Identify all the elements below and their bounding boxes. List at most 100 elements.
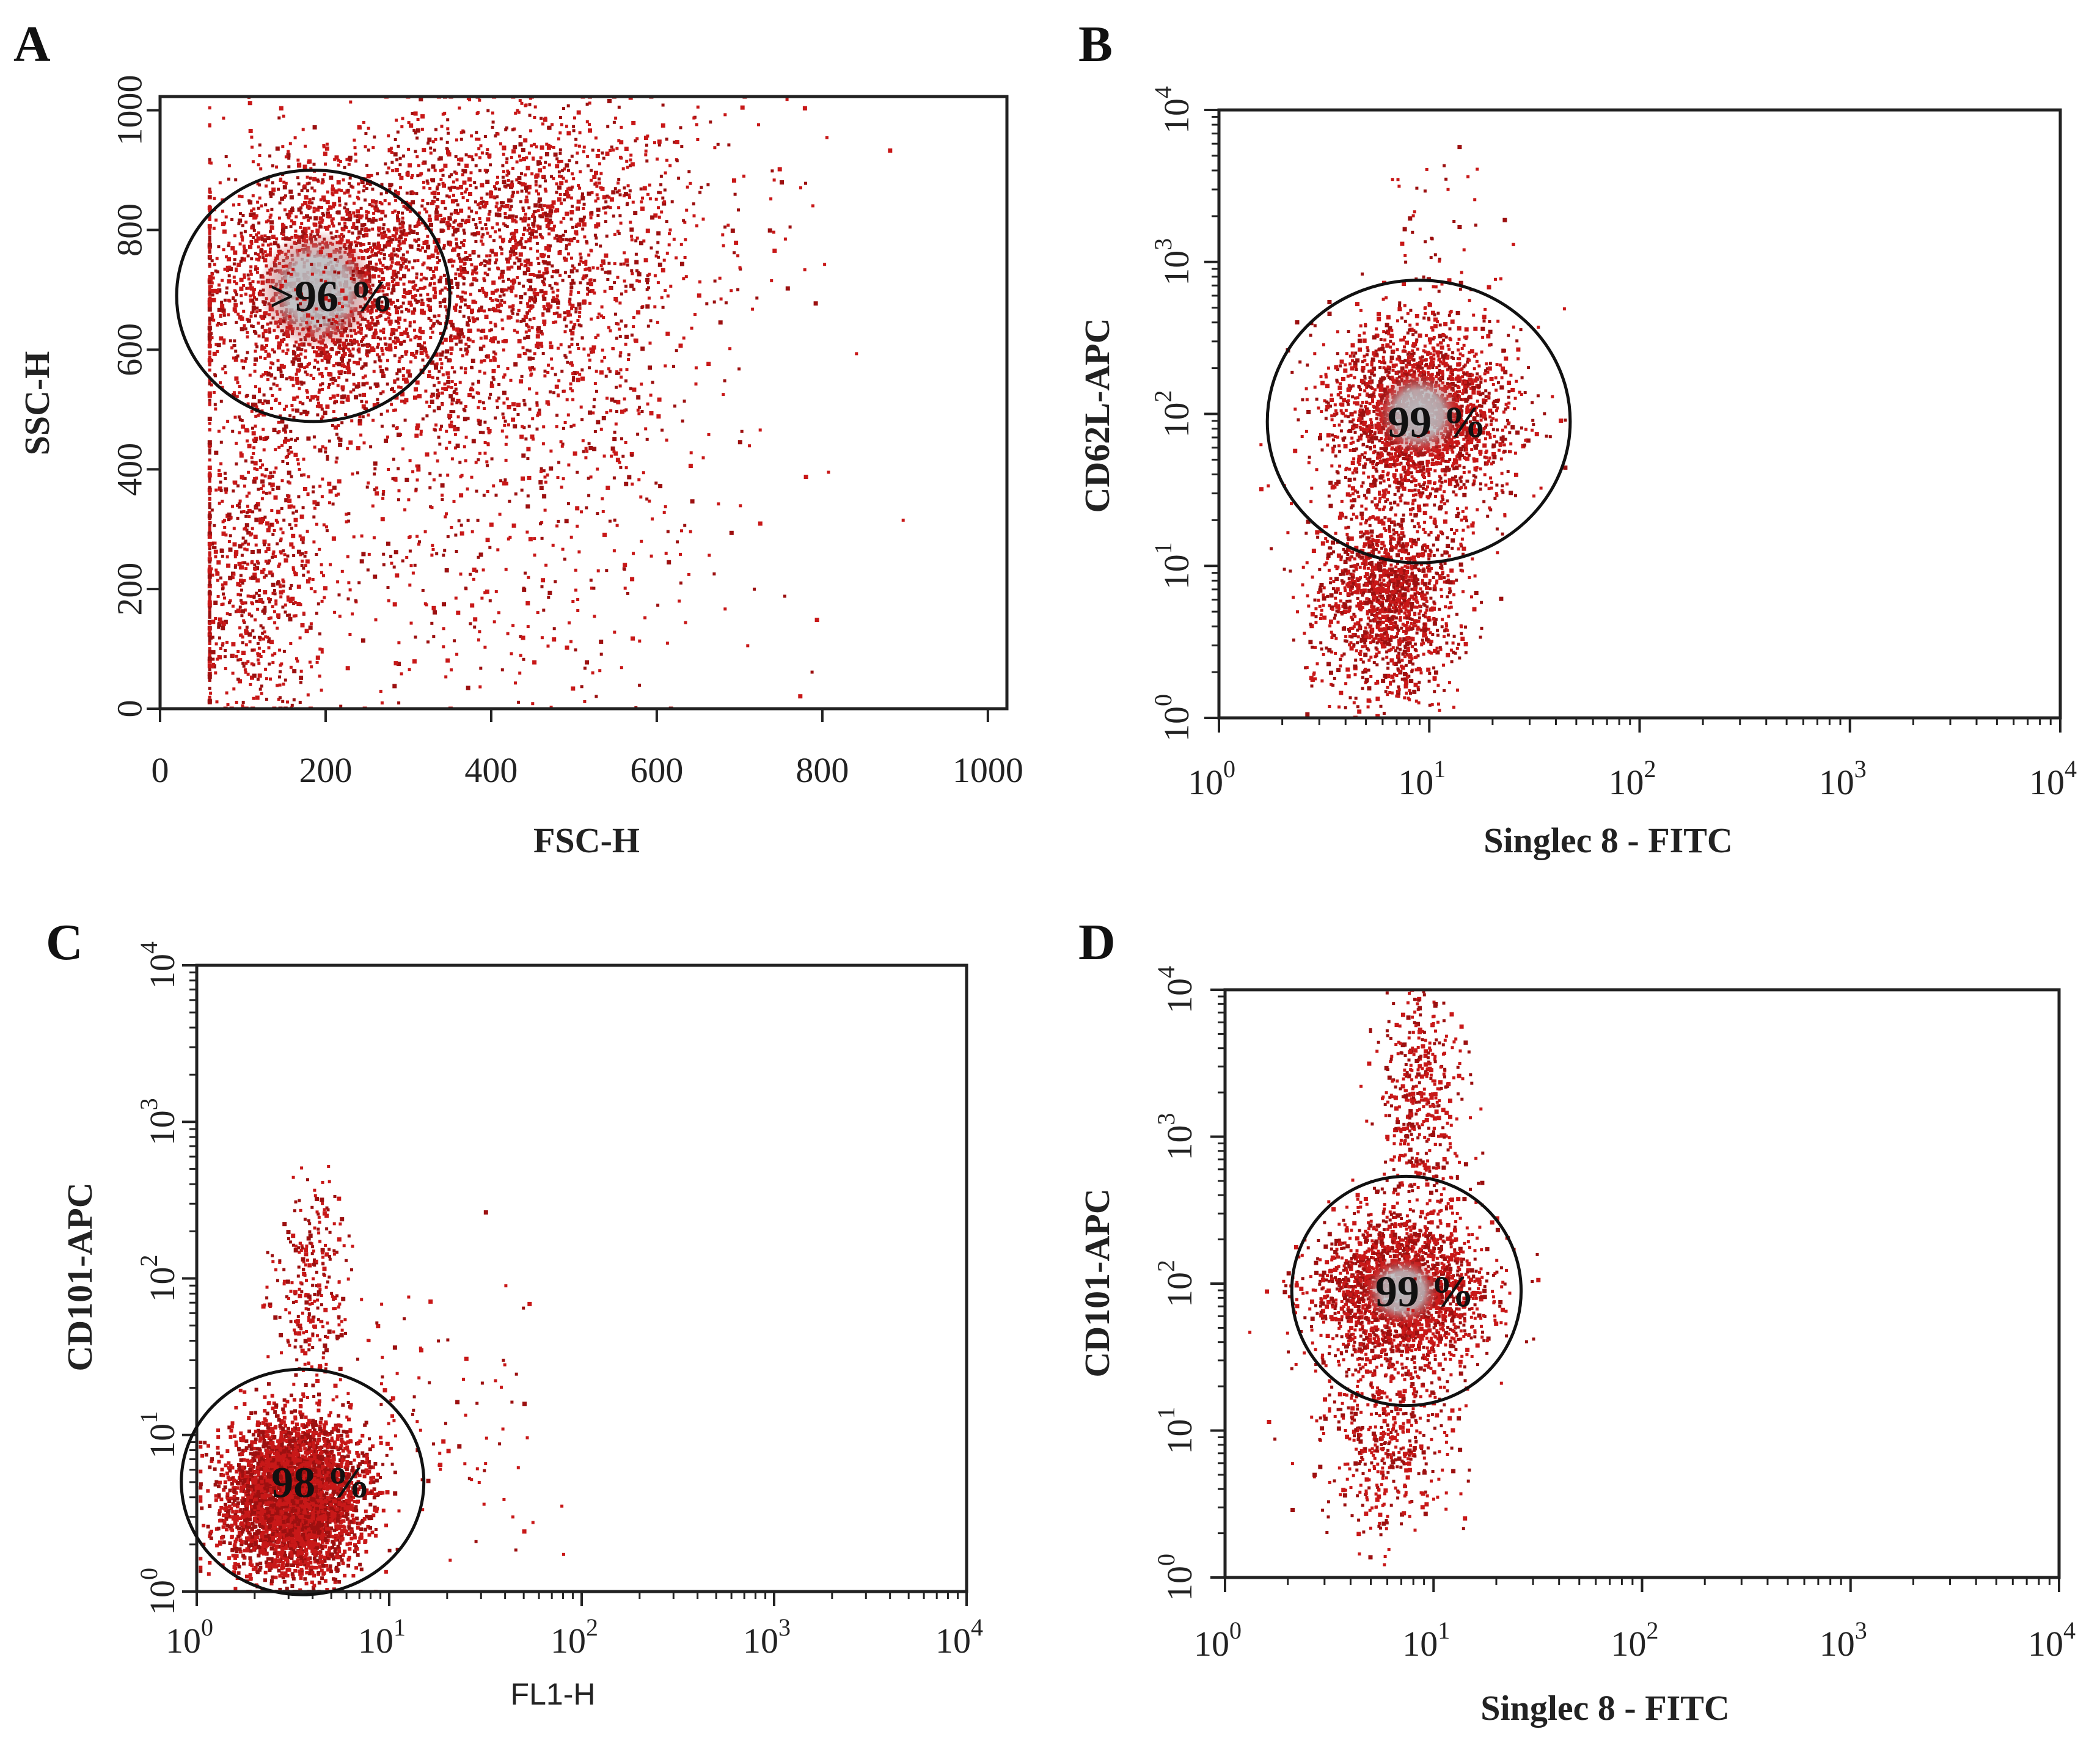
data-point bbox=[665, 251, 669, 255]
data-point bbox=[521, 148, 525, 153]
data-point bbox=[462, 130, 466, 134]
data-point bbox=[362, 185, 366, 188]
data-point bbox=[404, 398, 409, 403]
data-point bbox=[462, 282, 466, 286]
data-point bbox=[420, 128, 424, 131]
data-point bbox=[417, 211, 421, 215]
data-point bbox=[327, 299, 331, 302]
data-point bbox=[520, 189, 524, 193]
data-point bbox=[400, 125, 404, 128]
data-point bbox=[260, 315, 265, 320]
data-point bbox=[415, 276, 419, 280]
data-point bbox=[555, 294, 559, 298]
data-point bbox=[236, 658, 240, 662]
data-point bbox=[252, 215, 257, 220]
data-point bbox=[342, 178, 345, 181]
data-point bbox=[257, 321, 260, 325]
data-point bbox=[437, 240, 441, 244]
data-point bbox=[375, 316, 379, 320]
data-point bbox=[266, 209, 269, 213]
data-point bbox=[414, 488, 418, 491]
data-point bbox=[362, 120, 365, 124]
data-point bbox=[547, 163, 551, 167]
data-point bbox=[434, 208, 438, 211]
data-point bbox=[644, 149, 648, 153]
data-point bbox=[299, 206, 303, 210]
data-point bbox=[397, 244, 401, 247]
data-point bbox=[381, 390, 385, 393]
data-point bbox=[337, 424, 340, 428]
data-point bbox=[246, 254, 250, 258]
data-point bbox=[404, 378, 408, 382]
data-point bbox=[467, 177, 472, 182]
data-point bbox=[478, 451, 481, 455]
data-point bbox=[545, 224, 550, 228]
data-point bbox=[392, 301, 395, 304]
data-point bbox=[549, 244, 552, 248]
data-point bbox=[604, 253, 609, 258]
data-point bbox=[208, 458, 211, 462]
data-point bbox=[299, 302, 302, 305]
data-point bbox=[380, 235, 385, 239]
data-point bbox=[268, 154, 272, 158]
data-point bbox=[428, 186, 432, 190]
data-point bbox=[238, 566, 242, 570]
data-point bbox=[238, 391, 241, 395]
data-point bbox=[300, 382, 304, 386]
data-point bbox=[403, 260, 407, 263]
data-point bbox=[462, 228, 466, 232]
data-point bbox=[636, 408, 640, 412]
data-point bbox=[299, 553, 302, 557]
data-point bbox=[667, 243, 671, 247]
data-point bbox=[432, 274, 436, 277]
data-point bbox=[246, 439, 249, 443]
data-point bbox=[532, 224, 536, 228]
data-point bbox=[235, 462, 238, 466]
data-point bbox=[477, 406, 480, 409]
data-point bbox=[253, 535, 258, 539]
data-point bbox=[496, 132, 500, 136]
data-point bbox=[496, 304, 500, 309]
data-point bbox=[449, 338, 453, 343]
data-point bbox=[382, 257, 386, 260]
data-point bbox=[434, 248, 439, 253]
data-point bbox=[356, 446, 360, 451]
data-point bbox=[320, 417, 323, 421]
data-point bbox=[337, 196, 341, 200]
data-point bbox=[402, 205, 406, 208]
data-point bbox=[591, 148, 595, 152]
data-point bbox=[320, 372, 324, 375]
data-point bbox=[275, 146, 280, 151]
data-point bbox=[380, 202, 384, 206]
data-point bbox=[366, 325, 371, 330]
data-point bbox=[300, 473, 304, 477]
data-point bbox=[403, 330, 408, 335]
data-point bbox=[523, 246, 527, 249]
data-point bbox=[371, 254, 375, 257]
data-point bbox=[607, 270, 612, 275]
data-point bbox=[627, 193, 631, 197]
data-point bbox=[250, 226, 254, 230]
data-point bbox=[257, 253, 260, 257]
data-point bbox=[377, 209, 381, 213]
data-point bbox=[617, 178, 621, 181]
data-point bbox=[666, 294, 670, 298]
data-point bbox=[605, 411, 609, 414]
data-point bbox=[329, 563, 332, 566]
data-point bbox=[502, 279, 505, 283]
data-point bbox=[525, 258, 530, 263]
data-point bbox=[304, 195, 309, 200]
data-point bbox=[337, 188, 341, 192]
data-point bbox=[574, 307, 578, 310]
data-point bbox=[376, 241, 380, 245]
data-point bbox=[505, 174, 509, 177]
data-point bbox=[279, 670, 282, 674]
data-point bbox=[535, 235, 538, 239]
data-point bbox=[472, 250, 476, 253]
data-point bbox=[511, 249, 516, 254]
data-point bbox=[512, 235, 516, 240]
data-point bbox=[242, 664, 246, 668]
data-point bbox=[452, 500, 456, 503]
data-point bbox=[401, 378, 405, 381]
data-point bbox=[208, 687, 211, 690]
